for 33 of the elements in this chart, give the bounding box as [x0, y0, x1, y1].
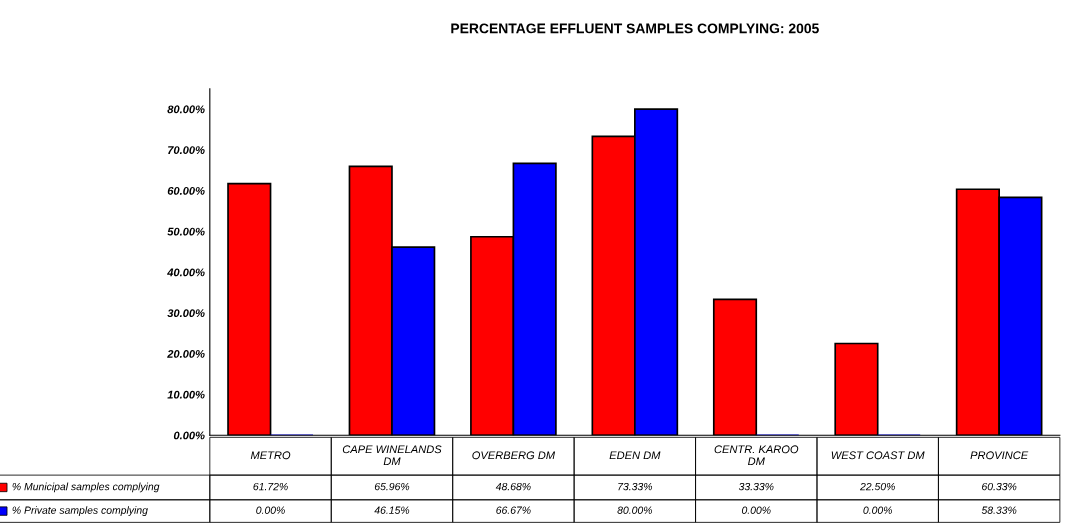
legend-label: % Private samples complying [12, 506, 148, 516]
data-label: 48.68% [495, 482, 531, 491]
y-tick-label: 10.00% [167, 390, 205, 399]
data-label: 0.00% [256, 506, 285, 514]
x-tick-label: OVERBERG DM [472, 451, 556, 460]
y-tick-label: 50.00% [167, 227, 205, 236]
data-label: 58.33% [981, 506, 1017, 514]
legend-label: % Municipal samples complying [12, 482, 160, 493]
y-tick-label: 40.00% [167, 268, 205, 277]
data-label: 61.72% [253, 482, 288, 491]
y-tick-label: 70.00% [168, 146, 205, 155]
x-tick-label: CAPE WINELANDS DM [342, 445, 442, 466]
data-label: 22.50% [859, 482, 895, 491]
data-label: 65.96% [374, 482, 410, 491]
y-tick-label: 20.00% [167, 349, 205, 358]
data-label: 73.33% [618, 482, 653, 491]
x-tick-label: EDEN DM [609, 451, 661, 460]
data-label: 33.33% [738, 482, 774, 491]
x-tick-label: WEST COAST DM [831, 451, 925, 460]
y-tick-label: 0.00% [173, 431, 205, 440]
y-tick-label: 80.00% [167, 105, 205, 114]
data-label: 66.67% [496, 506, 531, 514]
x-tick-label: CENTR. KAROO DM [714, 445, 799, 466]
y-tick-label: 30.00% [167, 309, 205, 318]
data-label: 46.15% [374, 506, 410, 514]
x-tick-label: METRO [250, 451, 291, 460]
data-label: 80.00% [617, 506, 653, 514]
chart-title: PERCENTAGE EFFLUENT SAMPLES COMPLYING: 2005 [451, 23, 819, 34]
data-label: 0.00% [863, 506, 893, 514]
data-label: 60.33% [982, 482, 1017, 491]
data-label: 0.00% [741, 506, 771, 514]
y-tick-label: 60.00% [167, 186, 205, 195]
x-tick-label: PROVINCE [970, 451, 1029, 460]
